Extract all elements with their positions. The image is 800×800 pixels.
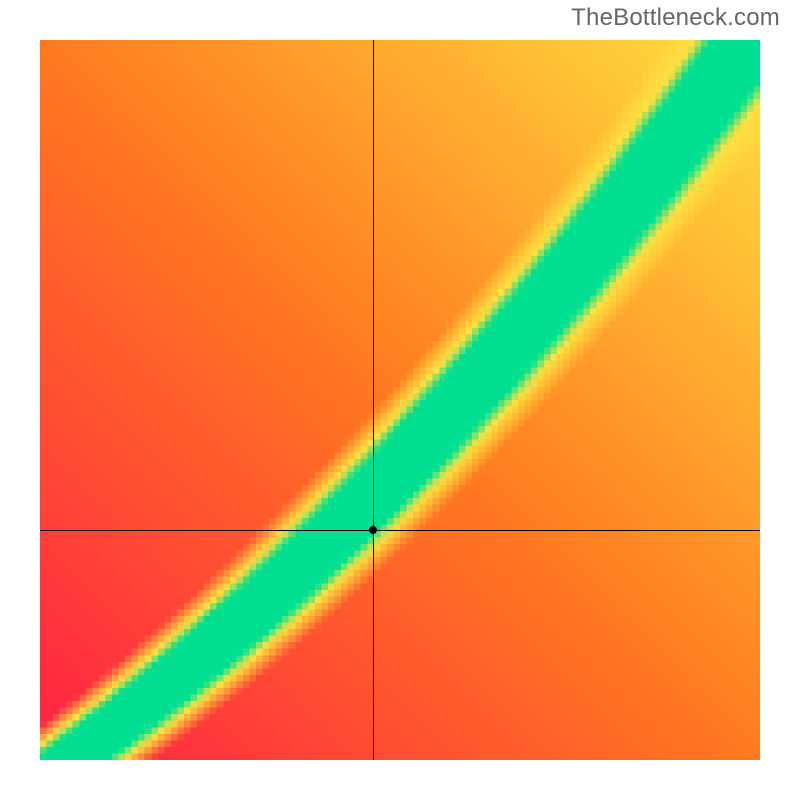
plot-area	[40, 40, 760, 760]
heatmap-canvas	[40, 40, 760, 760]
chart-container: TheBottleneck.com	[0, 0, 800, 800]
watermark-text: TheBottleneck.com	[571, 4, 780, 32]
crosshair-vertical	[373, 40, 374, 760]
marker-dot	[369, 526, 377, 534]
crosshair-horizontal	[40, 530, 760, 531]
